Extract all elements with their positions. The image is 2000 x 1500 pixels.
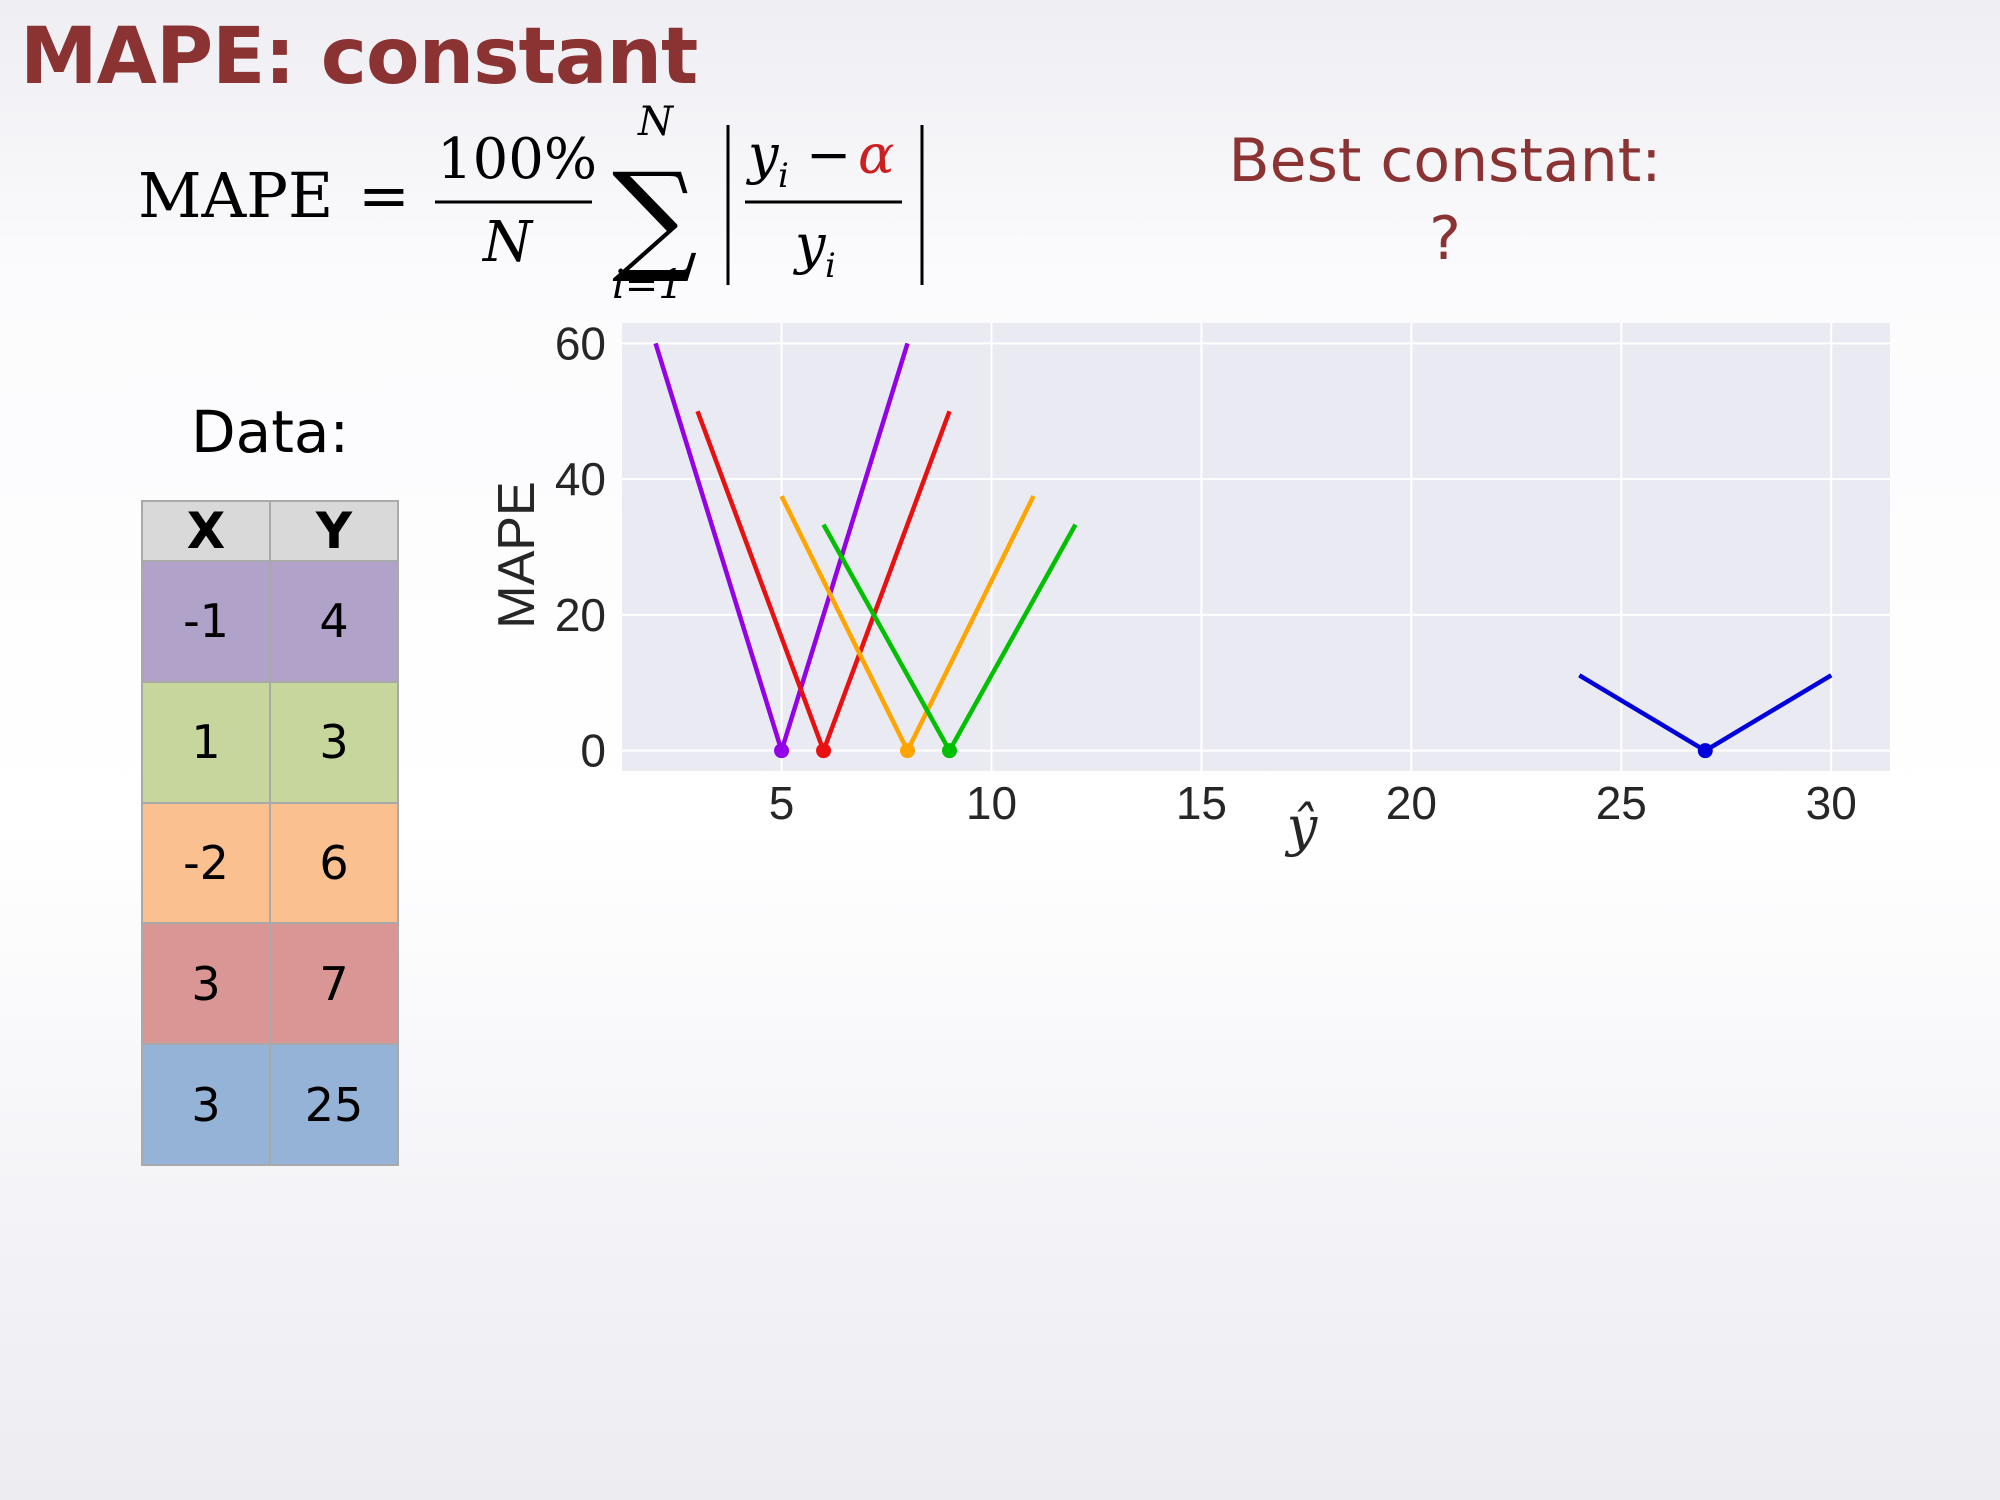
mape-formula: MAPE = 100% N N ∑ i=1 y i − α y i: [138, 99, 924, 308]
series-min-point-1: [774, 743, 790, 759]
data-label: Data:: [190, 398, 350, 466]
formula-frac-den-y: y: [793, 213, 827, 276]
formula-sum-lower: i=1: [612, 262, 684, 308]
header-x: X: [141, 500, 271, 562]
slide-title: MAPE: constant: [20, 12, 698, 102]
table-row: 3 25: [141, 1043, 399, 1166]
series-min-point-5: [1697, 743, 1713, 759]
cell-x: 1: [141, 680, 271, 804]
cell-x: -2: [141, 801, 271, 925]
formula-denominator: N: [481, 210, 534, 275]
table-header-row: X Y: [141, 500, 399, 562]
table-row: -1 4: [141, 560, 399, 683]
x-tick-label: 5: [769, 777, 795, 829]
cell-y: 4: [269, 560, 399, 683]
cell-y: 7: [269, 922, 399, 1046]
x-tick-label: 10: [966, 777, 1017, 829]
y-tick-label: 40: [555, 453, 606, 505]
y-axis-label: MAPE: [488, 481, 546, 628]
formula-sum-symbol: ∑: [612, 148, 698, 287]
x-tick-label: 15: [1176, 777, 1227, 829]
x-axis-label: ŷ: [1285, 795, 1319, 858]
cell-y: 6: [269, 801, 399, 925]
best-constant-value: ?: [1429, 204, 1461, 274]
data-table: X Y -1 4 1 3 -2 6 3 7 3 25: [141, 500, 399, 1166]
formula-equals: =: [358, 159, 410, 232]
plot-background: [622, 323, 1890, 771]
y-tick-label: 20: [555, 589, 606, 641]
best-constant-label: Best constant:: [1228, 126, 1662, 196]
table-row: -2 6: [141, 801, 399, 925]
x-tick-label: 20: [1386, 777, 1437, 829]
x-tick-label: 25: [1596, 777, 1647, 829]
series-min-point-4: [941, 743, 957, 759]
series-min-point-2: [816, 743, 832, 759]
formula-sum-upper: N: [637, 99, 675, 145]
header-y: Y: [269, 500, 399, 562]
formula-frac-num-sub: i: [778, 156, 789, 196]
cell-x: -1: [141, 560, 271, 683]
series-min-point-3: [900, 743, 916, 759]
cell-y: 25: [269, 1043, 399, 1166]
formula-minus: −: [806, 123, 851, 186]
mape-chart: 5 10 15 20 25 30 0 20 40 60 ŷ MAPE: [488, 317, 1890, 858]
formula-frac-num-y: y: [746, 123, 780, 186]
y-tick-label: 60: [555, 317, 606, 369]
formula-alpha: α: [858, 123, 894, 186]
table-row: 3 7: [141, 922, 399, 1046]
formula-numerator: 100%: [437, 127, 597, 192]
y-tick-label: 0: [580, 725, 606, 777]
best-constant: Best constant: ?: [1180, 122, 1710, 278]
table-row: 1 3: [141, 680, 399, 804]
cell-x: 3: [141, 922, 271, 1046]
x-tick-label: 30: [1806, 777, 1857, 829]
cell-y: 3: [269, 680, 399, 804]
formula-lhs: MAPE: [138, 159, 333, 232]
formula-frac-den-sub: i: [825, 246, 836, 286]
cell-x: 3: [141, 1043, 271, 1166]
